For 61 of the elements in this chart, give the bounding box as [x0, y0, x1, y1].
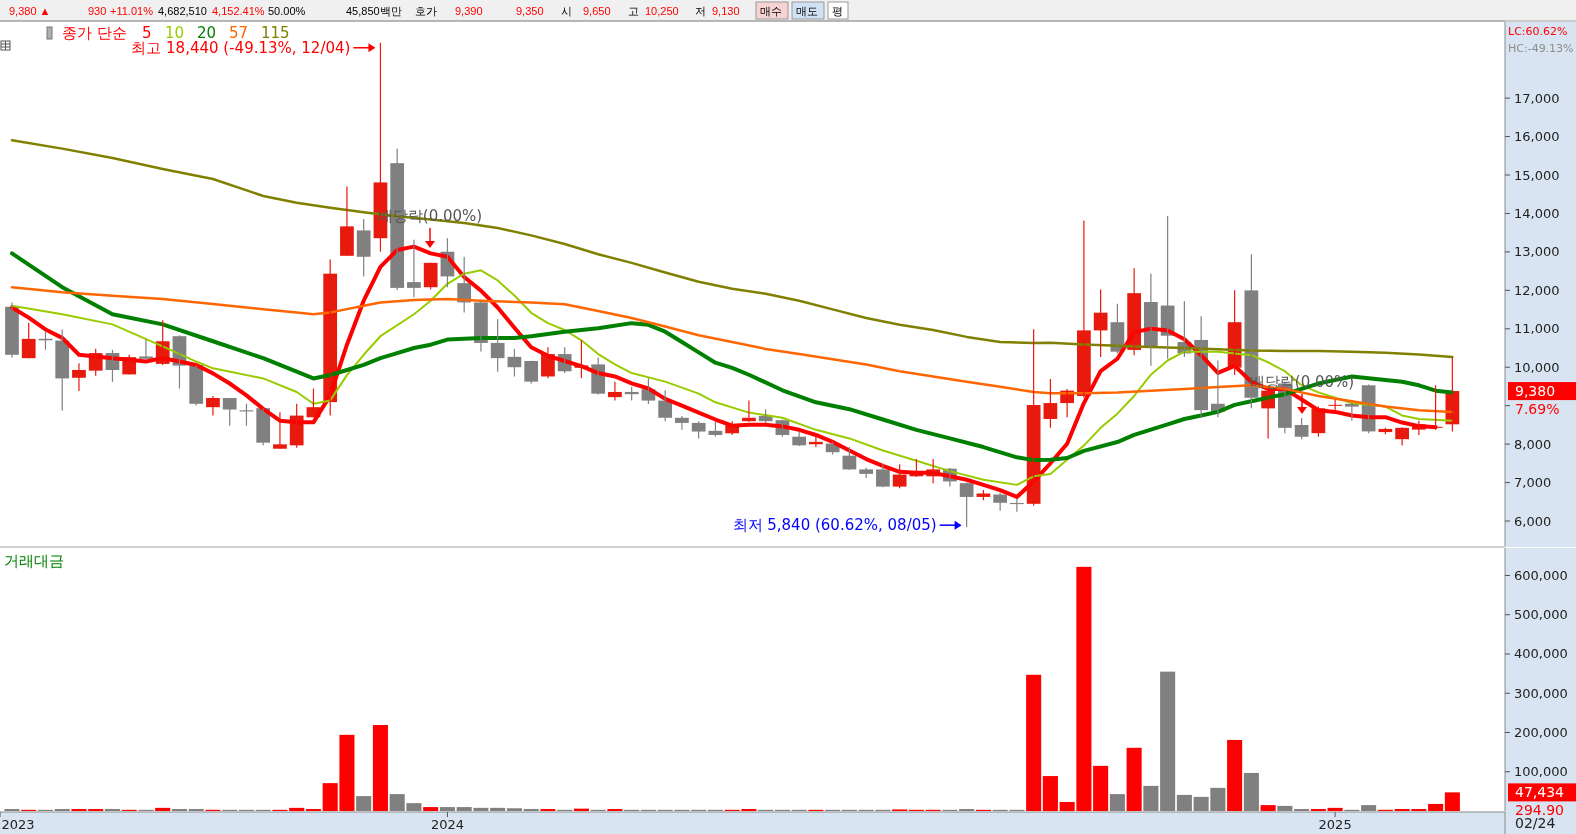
line-series	[10, 138, 1454, 359]
y-tick-label: 600,000	[1514, 567, 1568, 583]
y-tick-label: 13,000	[1514, 244, 1560, 260]
candlestick	[407, 239, 421, 298]
y-tick-label: 400,000	[1514, 646, 1568, 662]
candlestick	[490, 318, 505, 373]
candlestick	[1093, 289, 1108, 358]
y-tick-label: 10,000	[1514, 359, 1560, 375]
candlestick	[876, 463, 890, 488]
text: 45,850백만	[346, 5, 402, 17]
y-tick-label: 8,000	[1514, 436, 1552, 452]
text: 9,380 ▲	[9, 5, 51, 17]
y-tick-label: 300,000	[1514, 685, 1568, 701]
x-tick-label: 2023	[1, 816, 35, 832]
text: 50.00%	[268, 5, 306, 17]
y-tick-label: 200,000	[1514, 724, 1568, 740]
x-tick-label: 2024	[430, 816, 464, 832]
y-tick-label: 11,000	[1514, 321, 1560, 337]
text: 47,434	[1515, 784, 1565, 801]
y-tick-label: 14,000	[1514, 205, 1560, 221]
text: +11.01%	[110, 5, 154, 17]
y-tick-label: 7,000	[1514, 475, 1552, 491]
candlestick	[356, 218, 371, 277]
y-tick-label: 12,000	[1514, 282, 1560, 298]
text: 7.69%	[1515, 401, 1560, 418]
candlestick	[892, 463, 907, 489]
text: 9,380	[1515, 383, 1556, 400]
candlestick	[222, 397, 237, 427]
y-tick-label: 6,000	[1514, 513, 1552, 529]
text: 호가	[415, 5, 437, 17]
text: 4,682,510	[158, 5, 207, 17]
text: 930	[88, 5, 107, 17]
text: 저	[695, 5, 706, 17]
text: 고	[628, 5, 639, 17]
candlestick	[423, 262, 438, 290]
y-tick-label: 17,000	[1514, 90, 1560, 106]
text: 9,390	[455, 5, 483, 17]
text: 10,250	[645, 5, 679, 17]
y-tick-label: 100,000	[1514, 764, 1568, 780]
candlestick	[524, 360, 539, 384]
text: 9,130	[712, 5, 740, 17]
text: HC:-49.13%	[1508, 41, 1574, 55]
x-tick-label: 2025	[1318, 816, 1352, 832]
text: 9,350	[516, 5, 544, 17]
text: 평	[832, 5, 843, 17]
candlestick	[72, 362, 86, 392]
y-tick-label: 15,000	[1514, 167, 1560, 183]
text: 시	[561, 5, 572, 17]
y-tick-label: 16,000	[1514, 129, 1560, 145]
text: 4,152.41%	[212, 5, 265, 17]
candlestick	[21, 322, 36, 359]
y-tick-label: 500,000	[1514, 607, 1568, 623]
text: LC:60.62%	[1508, 24, 1568, 38]
candlestick	[273, 411, 287, 450]
legend-title: 종가 단순	[62, 24, 127, 42]
text: 9,650	[583, 5, 611, 17]
text: 매도	[796, 5, 818, 17]
candlestick	[139, 338, 153, 361]
annotation: 최저 5,840 (60.62%, 08/05)	[732, 516, 937, 535]
chart-title: 거래대금	[4, 552, 64, 570]
text: 매수	[760, 5, 782, 17]
